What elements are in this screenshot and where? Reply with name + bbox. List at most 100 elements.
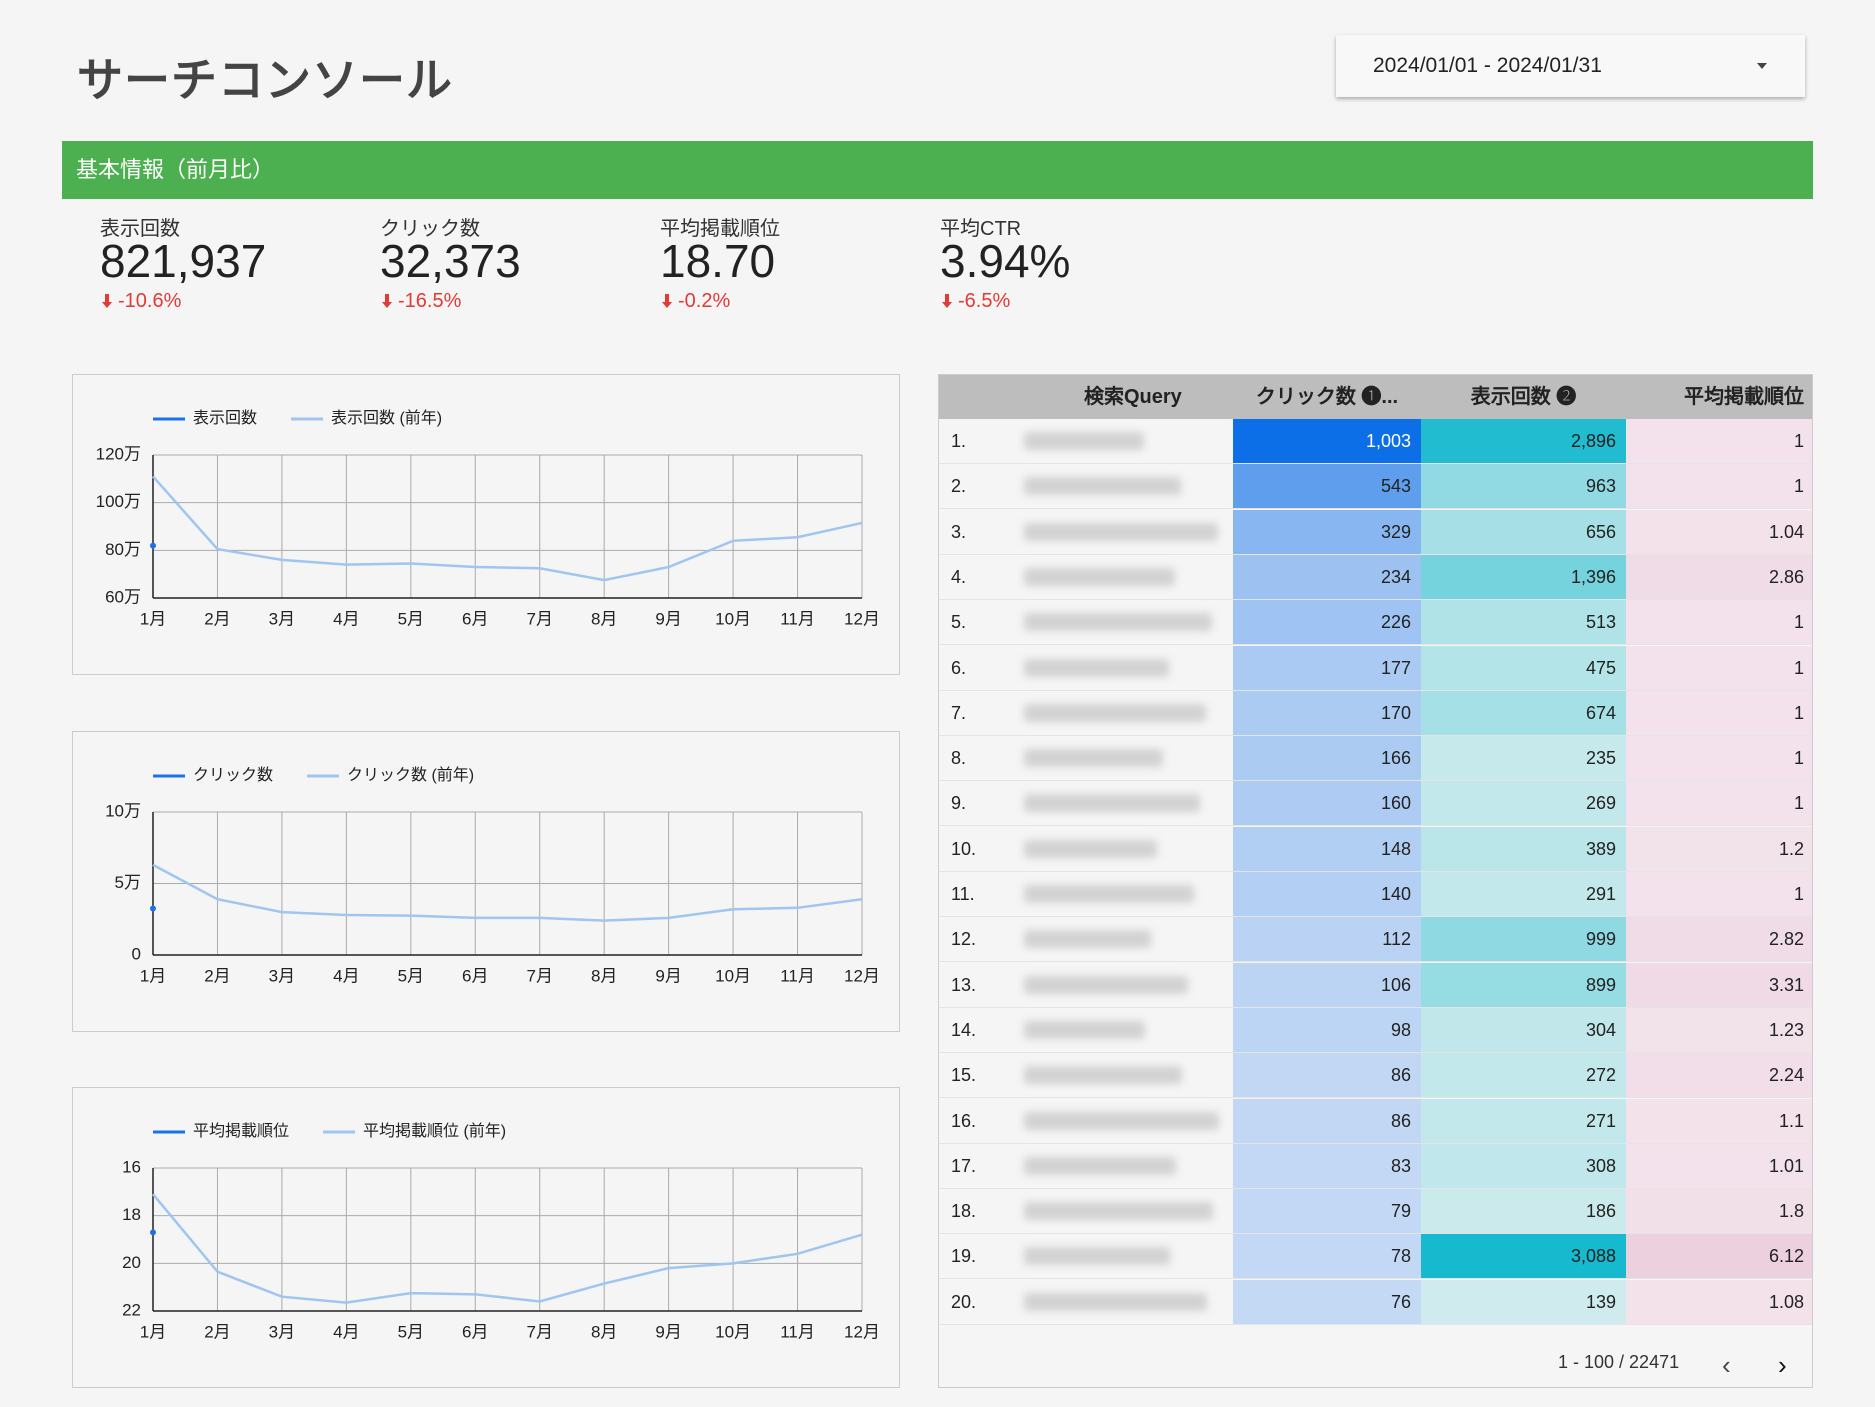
x-tick-label: 5月 [398, 1322, 424, 1341]
query-cell-blurred [1014, 600, 1233, 646]
arrow-shape [942, 294, 952, 308]
prev-page[interactable]: ‹ [1722, 1350, 1731, 1380]
rank-cell: 18. [939, 1189, 1014, 1235]
rank-cell: 5. [939, 600, 1014, 646]
y-tick-label: 10万 [105, 801, 141, 820]
kpi-delta: -0.2% [660, 290, 730, 313]
metric-cell: 543 [1233, 464, 1421, 510]
kpi-value: 32,373 [380, 235, 521, 287]
metric-cell: 2.86 [1626, 554, 1812, 600]
x-tick-label: 11月 [780, 1322, 815, 1341]
metric-cell: 1.2 [1626, 826, 1812, 872]
metric-cell: 1 [1626, 419, 1812, 464]
query-cell-blurred [1014, 555, 1233, 600]
metric-cell: 308 [1421, 1143, 1626, 1189]
x-tick-label: 6月 [462, 966, 488, 985]
data-point [150, 905, 156, 912]
y-tick-label: 80万 [105, 540, 141, 559]
blurred-text [1024, 839, 1157, 858]
metric-cell: 170 [1233, 690, 1421, 736]
metric-cell: 2.24 [1626, 1053, 1812, 1099]
x-tick-label: 10月 [715, 966, 751, 985]
y-tick-label: 0 [132, 944, 141, 963]
metric-cell: 1 [1626, 690, 1812, 736]
rank-cell: 11. [939, 872, 1014, 917]
rank-cell: 15. [939, 1053, 1014, 1099]
metric-cell: 271 [1421, 1098, 1626, 1144]
rank-cell: 4. [939, 555, 1014, 600]
column-header: 表示回数 ❷ [1421, 375, 1626, 419]
query-cell-blurred [1014, 827, 1233, 872]
rank-cell: 6. [939, 646, 1014, 691]
query-cell-blurred [1014, 1234, 1233, 1280]
rank-cell: 19. [939, 1234, 1014, 1280]
blurred-text [1024, 1292, 1207, 1311]
page-title: サーチコンソール [77, 54, 453, 106]
date-range-picker[interactable]: 2024/01/01 - 2024/01/31 [1336, 35, 1805, 97]
metric-cell: 226 [1233, 600, 1421, 646]
metric-cell: 1 [1626, 645, 1812, 691]
legend-label: クリック数 (前年) [347, 766, 474, 784]
query-cell-blurred [1014, 1189, 1233, 1235]
x-tick-label: 8月 [591, 609, 617, 628]
metric-cell: 166 [1233, 736, 1421, 782]
metric-cell: 513 [1421, 600, 1626, 646]
blurred-text [1024, 613, 1212, 632]
rank-cell: 3. [939, 510, 1014, 555]
chart-panel: 0 5万 10万 1月 2月 3月 4月 5月 6月 7月 8月 9月 10月 11月 12月 クリック数 クリ… [72, 731, 900, 1032]
x-tick-label: 8月 [591, 1322, 617, 1341]
blurred-text [1024, 703, 1206, 722]
x-tick-label: 6月 [462, 1322, 488, 1341]
rank-cell: 1. [939, 419, 1014, 464]
arrow-shape [102, 294, 112, 308]
rank-cell: 14. [939, 1008, 1014, 1053]
x-tick-label: 4月 [333, 966, 359, 985]
blurred-text [1024, 522, 1218, 541]
legend-label: 表示回数 [193, 409, 257, 427]
query-cell-blurred [1014, 1008, 1233, 1053]
query-cell-blurred [1014, 917, 1233, 963]
metric-cell: 76 [1233, 1279, 1421, 1325]
rank-cell: 20. [939, 1280, 1014, 1325]
series-line [152, 475, 863, 582]
query-cell-blurred [1014, 736, 1233, 782]
metric-cell: 6.12 [1626, 1234, 1812, 1280]
metric-cell: 1.08 [1626, 1279, 1812, 1325]
legend-label: 平均掲載順位 (前年) [363, 1122, 506, 1140]
chart-panel: 60万 80万 100万 120万 1月 2月 3月 4月 5月 6月 7月 8月 9月 10月 11月 12… [72, 374, 900, 675]
blurred-text [1024, 794, 1200, 813]
metric-cell: 1.8 [1626, 1189, 1812, 1235]
section-header: 基本情報（前月比） [62, 141, 1813, 199]
metric-cell: 177 [1233, 645, 1421, 691]
x-tick-label: 5月 [398, 609, 424, 628]
rank-cell: 12. [939, 917, 1014, 963]
next-page[interactable]: › [1778, 1350, 1787, 1380]
x-tick-label: 1月 [140, 1322, 166, 1341]
rank-cell: 8. [939, 736, 1014, 782]
metric-cell: 140 [1233, 872, 1421, 917]
x-tick-label: 5月 [398, 966, 424, 985]
x-tick-label: 8月 [591, 966, 617, 985]
line-chart: 16 18 20 22 1月 2月 3月 4月 5月 6月 7月 8月 9月 10月 11月 12月 平均掲載順… [122, 1122, 880, 1341]
metric-cell: 1 [1626, 464, 1812, 510]
y-tick-label: 100万 [96, 492, 141, 511]
x-tick-label: 4月 [333, 609, 359, 628]
blurred-text [1024, 567, 1175, 586]
metric-cell: 1.1 [1626, 1098, 1812, 1144]
x-tick-label: 3月 [269, 966, 295, 985]
rank-cell: 7. [939, 691, 1014, 736]
arrow-shape [662, 294, 672, 308]
x-tick-label: 7月 [526, 1322, 552, 1341]
metric-cell: 272 [1421, 1053, 1626, 1099]
blurred-text [1024, 432, 1144, 450]
data-point [150, 542, 156, 549]
series-line [152, 1193, 863, 1304]
metric-cell: 83 [1233, 1143, 1421, 1189]
x-tick-label: 2月 [204, 1322, 230, 1341]
metric-cell: 160 [1233, 781, 1421, 827]
query-cell-blurred [1014, 510, 1233, 555]
kpi-value: 3.94% [940, 235, 1071, 287]
metric-cell: 656 [1421, 509, 1626, 555]
metric-cell: 235 [1421, 736, 1626, 782]
